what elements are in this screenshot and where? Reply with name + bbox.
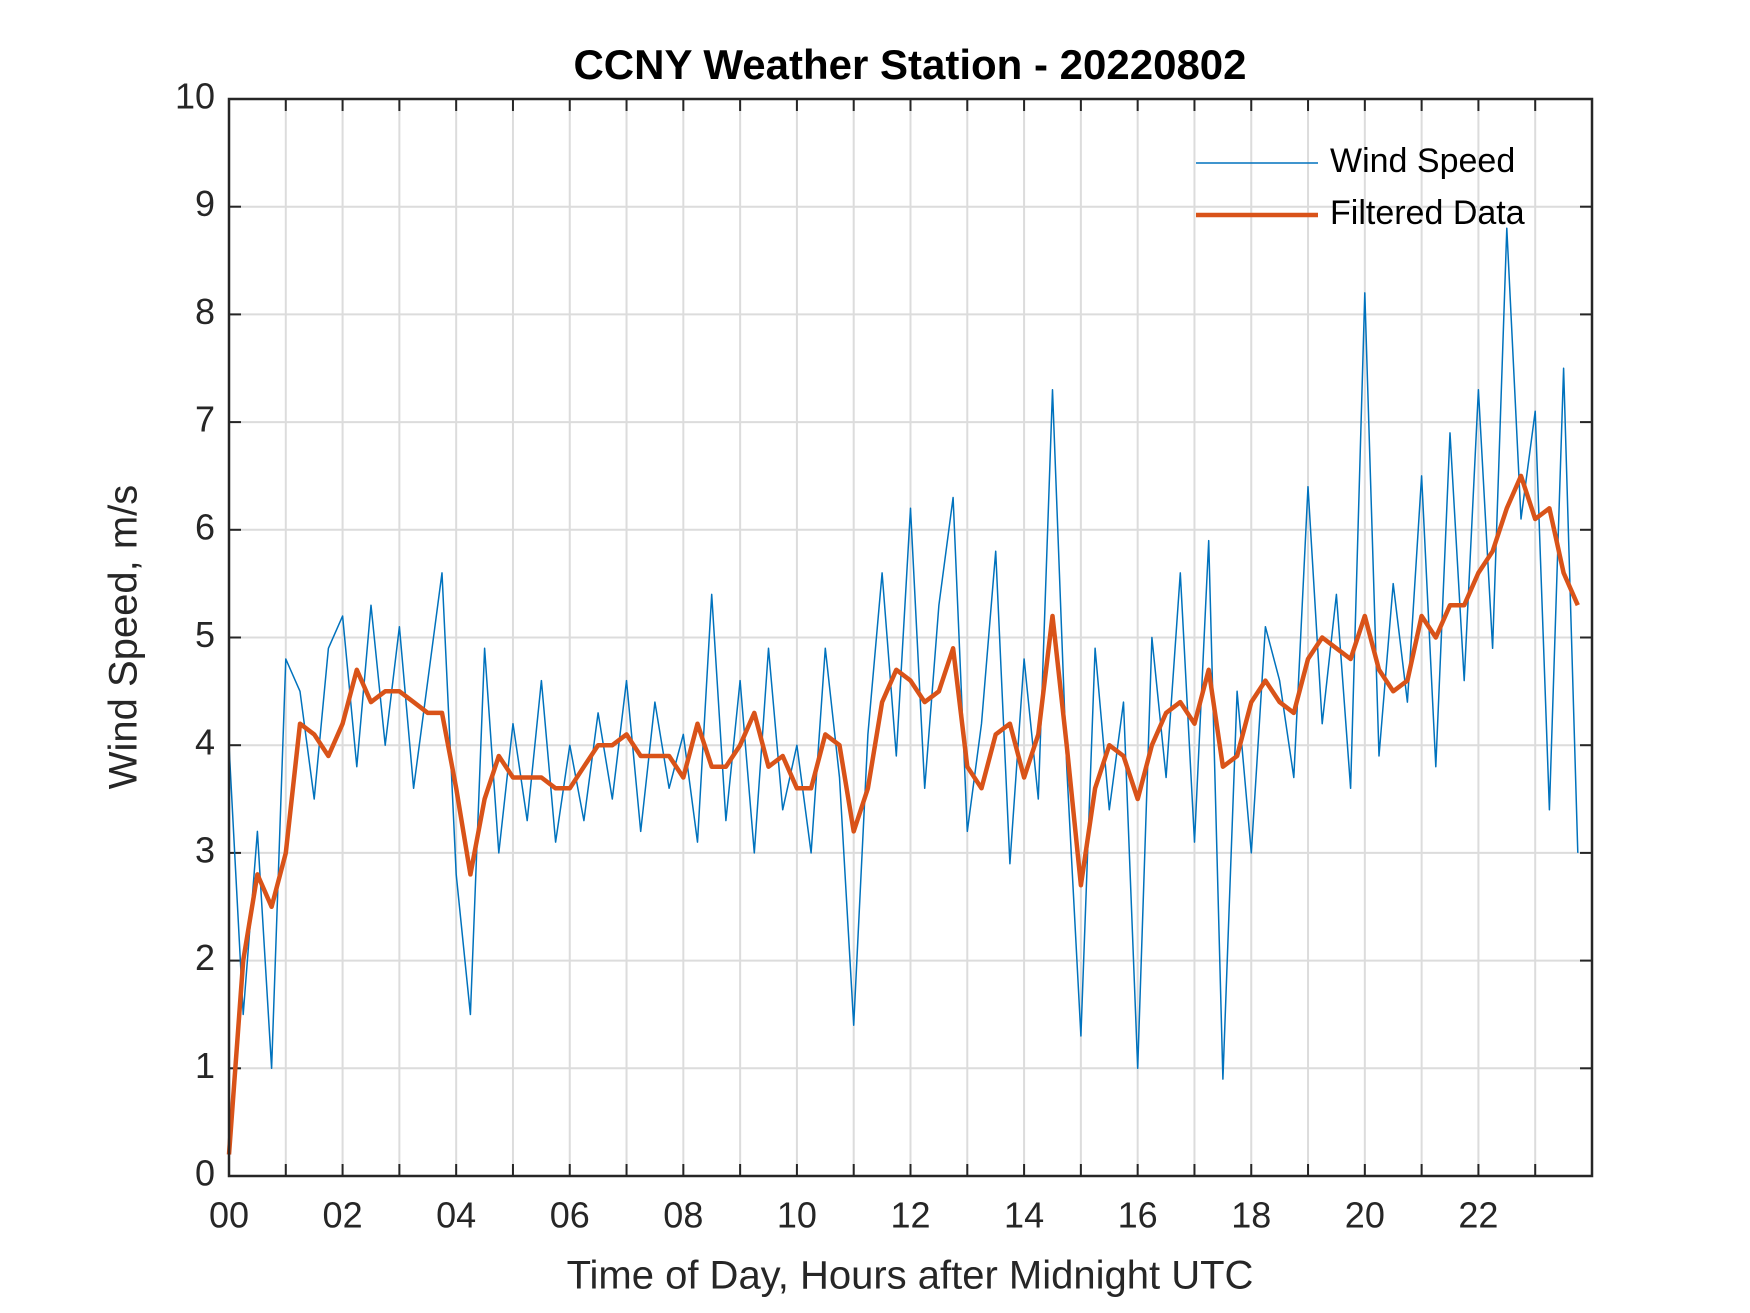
x-tick-label: 16 <box>1118 1195 1158 1236</box>
x-tick-label: 20 <box>1345 1195 1385 1236</box>
legend-label: Filtered Data <box>1330 194 1525 232</box>
x-tick-label: 04 <box>436 1195 476 1236</box>
y-tick-label: 4 <box>195 722 215 763</box>
axes-box <box>227 97 1594 1178</box>
x-tick-label: 00 <box>209 1195 249 1236</box>
y-tick-label: 5 <box>195 614 215 655</box>
x-tick-label: 18 <box>1231 1195 1271 1236</box>
chart-title: CCNY Weather Station - 20220802 <box>573 41 1246 88</box>
x-tick-label: 22 <box>1458 1195 1498 1236</box>
y-tick-label: 1 <box>195 1045 215 1086</box>
y-axis-label: Wind Speed, m/s <box>102 485 146 790</box>
data-line <box>226 473 1580 1155</box>
x-tick-label: 02 <box>323 1195 363 1236</box>
legend-label: Wind Speed <box>1330 142 1515 180</box>
x-tick-label: 10 <box>777 1195 817 1236</box>
y-tick-label: 6 <box>195 506 215 547</box>
y-tick-label: 0 <box>195 1153 215 1194</box>
data-line <box>228 227 1579 1080</box>
x-tick-label: 08 <box>663 1195 703 1236</box>
y-tick-label: 7 <box>195 399 215 440</box>
x-axis-label: Time of Day, Hours after Midnight UTC <box>567 1254 1254 1298</box>
y-tick-label: 9 <box>195 183 215 224</box>
y-tick-label: 2 <box>195 937 215 978</box>
y-tick-label: 10 <box>175 76 215 117</box>
y-tick-label: 8 <box>195 291 215 332</box>
x-tick-label: 06 <box>550 1195 590 1236</box>
x-tick-label: 12 <box>890 1195 930 1236</box>
x-tick-label: 14 <box>1004 1195 1044 1236</box>
y-tick-label: 3 <box>195 829 215 870</box>
